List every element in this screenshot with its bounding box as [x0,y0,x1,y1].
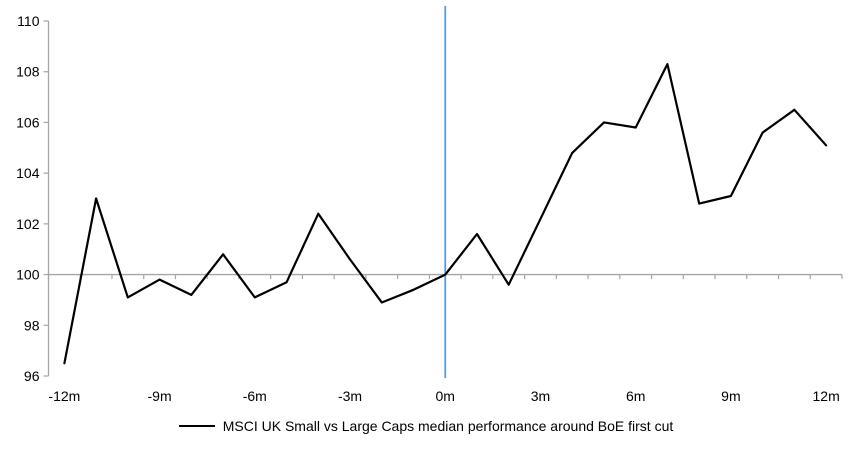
y-tick-label: 108 [16,64,40,80]
x-tick-label: -3m [338,388,362,404]
y-tick-label: 98 [24,317,40,333]
y-tick-label: 106 [16,114,40,130]
y-tick-label: 96 [24,368,40,384]
legend-line-marker [178,425,215,427]
x-tick-label: 3m [531,388,550,404]
line-chart-canvas: 96 98 100 102 104 106 108 110 -12m -9m -6m -3m 0m 3m 6… [16,6,843,404]
x-tick-label: 9m [721,388,740,404]
x-tick-label: 0m [436,388,455,404]
y-tick-label: 100 [16,267,40,283]
x-tick-label: -12m [48,388,80,404]
series-line [63,62,828,365]
y-tick-label: 110 [17,13,40,29]
x-tick-label: 6m [626,388,645,404]
x-tick-label: -9m [148,388,172,404]
y-tick-label: 104 [16,165,40,181]
chart-legend: MSCI UK Small vs Large Caps median perfo… [0,416,852,436]
x-tick-label: -6m [243,388,267,404]
legend-series-label: MSCI UK Small vs Large Caps median perfo… [222,418,674,434]
y-tick-label: 102 [16,216,40,232]
x-tick-label: 12m [813,388,840,404]
